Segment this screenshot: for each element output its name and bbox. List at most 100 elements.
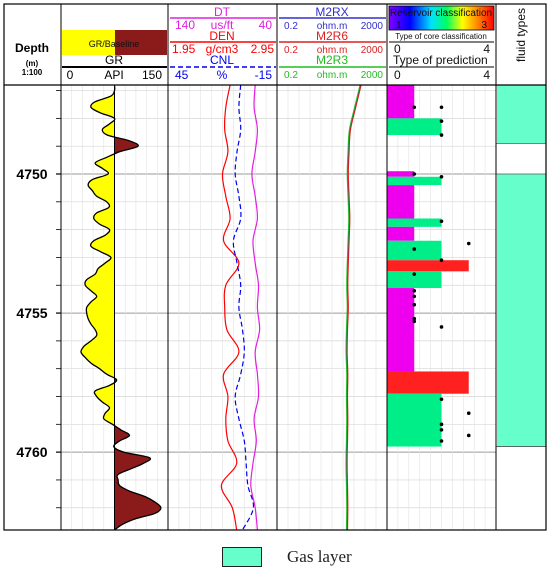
prediction-bar — [387, 218, 442, 227]
depth-tick-label: 4760 — [16, 444, 47, 460]
core-point — [466, 433, 471, 438]
classification-plot — [387, 85, 471, 447]
frame — [3, 3, 547, 531]
core-point — [412, 319, 417, 324]
prediction-bar — [387, 288, 415, 372]
prediction-bar — [387, 171, 415, 177]
core-min: 0 — [394, 42, 401, 56]
core-point — [439, 133, 444, 137]
legend: Gas layer — [222, 545, 352, 569]
dt-unit: us/ft — [211, 18, 234, 32]
core-point — [439, 422, 444, 427]
cnl-header: CNL 45 % -15 — [170, 53, 276, 82]
m2rx-label: M2RX — [315, 5, 348, 19]
prediction-bar — [387, 393, 442, 447]
prediction-title: Type of prediction — [393, 53, 488, 67]
fluid-gas-interval — [497, 85, 546, 144]
gr-legend-yellow — [62, 30, 115, 55]
m2r3-label: M2R3 — [316, 53, 348, 67]
prediction-bar — [387, 85, 415, 119]
prediction-bar — [387, 185, 415, 219]
m2r3-header: M2R3 0.2 ohm.m 2000 — [279, 53, 386, 81]
den-curve — [220, 84, 240, 531]
m2r6-max: 2000 — [361, 45, 384, 56]
m2r6-label: M2R6 — [316, 29, 348, 43]
prediction-bar — [387, 271, 442, 289]
depth-unit: (m) — [26, 59, 39, 68]
m2rx-max: 2000 — [361, 21, 384, 32]
m2rx-min: 0.2 — [284, 21, 298, 32]
prediction-bar — [387, 260, 469, 272]
cnl-max: -15 — [255, 68, 273, 82]
den-header: DEN 1.95 g/cm3 2.95 — [170, 29, 276, 56]
depth-scale: 1:100 — [22, 68, 43, 77]
m2r6-unit: ohm.m — [317, 45, 348, 56]
core-point — [412, 302, 417, 307]
core-point — [439, 258, 444, 263]
reservoir-color-scale — [388, 5, 495, 31]
dt-header: DT 140 us/ft 40 — [170, 5, 276, 32]
fluid-gas-interval — [497, 174, 546, 447]
m2r3-unit: ohm.m — [317, 70, 348, 81]
m2r6-curve — [346, 84, 362, 531]
den-label: DEN — [209, 29, 234, 43]
cnl-unit: % — [217, 68, 228, 82]
core-point — [466, 411, 471, 415]
core-max: 4 — [483, 42, 490, 56]
reservoir-title: Reservoir classification — [390, 8, 492, 19]
reservoir-scale-min: 1 — [396, 20, 402, 31]
core-point — [439, 219, 444, 224]
dt-label: DT — [214, 5, 231, 19]
core-point — [439, 119, 444, 123]
depth-title: Depth — [15, 41, 49, 55]
gr-plot — [80, 85, 162, 530]
den-min: 1.95 — [172, 42, 196, 56]
core-point — [439, 105, 444, 110]
m2rx-unit: ohm.m — [317, 21, 348, 32]
legend-gas-label: Gas layer — [287, 547, 352, 566]
den-unit: g/cm3 — [206, 42, 239, 56]
gr-legend-brown — [115, 30, 167, 55]
m2rx-header: M2RX 0.2 ohm.m 2000 — [279, 5, 386, 32]
core-point — [439, 325, 444, 329]
depth-axis: 4750 4755 4760 — [16, 90, 61, 509]
core-point — [412, 105, 417, 110]
m2r3-curve — [345, 84, 361, 531]
prediction-min: 0 — [394, 68, 401, 82]
dt-max: 40 — [259, 18, 273, 32]
prediction-bar — [387, 118, 442, 136]
resistivity-plot — [345, 84, 362, 531]
core-point — [439, 439, 444, 443]
porosity-plot — [220, 84, 261, 531]
depth-tick-label: 4755 — [16, 305, 47, 321]
core-point — [439, 397, 444, 402]
prediction-bar — [387, 176, 442, 186]
m2rx-curve — [346, 84, 362, 531]
core-point — [466, 241, 471, 246]
core-point — [412, 289, 417, 293]
legend-gas-swatch — [222, 547, 262, 567]
m2r6-header: M2R6 0.2 ohm.m 2000 — [279, 29, 386, 56]
depth-tick-label: 4750 — [16, 166, 47, 182]
core-title: Type of core classification — [395, 32, 487, 41]
prediction-bar — [387, 226, 415, 241]
gr-min: 0 — [67, 68, 74, 82]
gr-curve-label: GR — [105, 53, 123, 67]
gr-fill-yellow — [80, 85, 115, 530]
cnl-label: CNL — [210, 53, 234, 67]
m2r3-min: 0.2 — [284, 70, 298, 81]
prediction-max: 4 — [483, 68, 490, 82]
gr-curve — [80, 85, 162, 530]
core-point — [412, 247, 417, 251]
dt-min: 140 — [175, 18, 195, 32]
prediction-bar — [387, 371, 469, 394]
gr-unit: API — [104, 68, 123, 82]
core-point — [412, 272, 417, 276]
core-point — [439, 428, 444, 432]
cnl-curve — [232, 84, 255, 531]
fluid-plot — [496, 85, 546, 447]
core-point — [412, 294, 417, 299]
gr-max: 150 — [142, 68, 162, 82]
reservoir-scale-max: 3 — [481, 20, 487, 31]
